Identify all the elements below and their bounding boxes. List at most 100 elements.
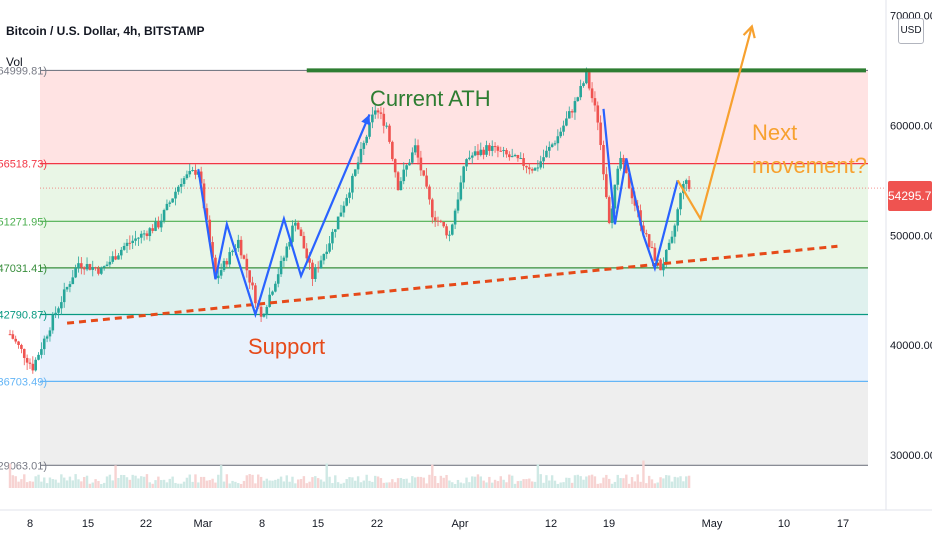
volume-bar (342, 482, 346, 488)
volume-bar (302, 476, 306, 488)
candle-body (71, 277, 75, 285)
candle-body (411, 152, 414, 163)
volume-bar (656, 482, 659, 488)
fib-zone (40, 70, 868, 164)
candle-body (316, 267, 320, 269)
projection-line (676, 26, 753, 222)
volume-bar (219, 465, 223, 488)
volume-bar (502, 479, 505, 488)
candle-body (565, 118, 568, 126)
candle-body (662, 263, 665, 271)
candle-body (625, 162, 628, 174)
candle-body (482, 149, 485, 155)
time-tick-label: Mar (194, 518, 213, 530)
volume-bar (456, 479, 460, 488)
candle-body (82, 267, 86, 270)
candle-body (37, 354, 40, 360)
volume-bar (639, 481, 642, 488)
time-tick-label: 10 (778, 518, 790, 530)
volume-bar (51, 479, 54, 488)
volume-bar (530, 481, 534, 488)
candle-body (51, 314, 55, 331)
volume-bar (451, 482, 454, 488)
candle-body (505, 150, 508, 155)
candle-body (157, 221, 160, 228)
volume-bar (265, 478, 268, 488)
volume-bar (619, 478, 622, 488)
candle-body (42, 338, 46, 350)
candle-body (405, 165, 408, 170)
currency-button[interactable]: USD (898, 18, 924, 44)
volume-bar (54, 479, 57, 488)
volume-bar (362, 480, 366, 488)
candle-body (399, 181, 403, 191)
current-price-badge: 54295.77 (888, 181, 932, 211)
candle-body (276, 274, 280, 284)
volume-bar (491, 482, 494, 488)
volume-bar (496, 481, 500, 488)
candle-body (228, 252, 232, 265)
fib-labels: (64999.81) 0.236(56518.73) 0.382(51271.95)… (0, 65, 47, 472)
candle-body (619, 157, 622, 169)
candle-body (553, 143, 557, 145)
volume-bar (339, 483, 343, 488)
candle-body (673, 225, 677, 237)
candle-body (536, 167, 540, 169)
volume-bar (331, 483, 334, 488)
volume-bar (102, 482, 106, 488)
candle-body (385, 125, 388, 127)
candle-body (322, 254, 326, 261)
volume-bar (45, 483, 49, 488)
volume-bar (242, 480, 246, 488)
candle-body (60, 302, 63, 309)
volume-bar (548, 480, 551, 488)
candle-body (242, 255, 246, 259)
volume-bar (208, 480, 211, 488)
volume-bar (225, 474, 229, 488)
volume-bar (599, 483, 602, 488)
candle-body (14, 338, 18, 342)
time-tick-label: 8 (259, 518, 265, 530)
volume-bar (667, 475, 671, 488)
candle-body (659, 259, 662, 271)
candle-body (664, 249, 668, 264)
candle-body (139, 233, 143, 238)
volume-bar (482, 480, 485, 488)
candle-body (122, 245, 126, 250)
candle-body (556, 136, 560, 144)
candle-body (165, 203, 169, 211)
volume-bar (627, 483, 631, 488)
volume-bar (237, 483, 240, 488)
volume-bar (368, 480, 371, 488)
candle-body (251, 282, 254, 286)
candle-body (25, 357, 29, 363)
candle-body (91, 267, 95, 270)
fib-zone (40, 267, 868, 315)
pattern-zigzag-line (602, 108, 679, 273)
candle-body (593, 98, 597, 106)
volume-bar (459, 482, 463, 488)
volume-bar (228, 483, 231, 488)
volume-bar (413, 477, 417, 488)
volume-bar (376, 476, 380, 488)
volume-bar (593, 476, 597, 488)
projection-path (676, 24, 756, 222)
volume-bar (442, 477, 445, 488)
volume-bar (100, 483, 103, 488)
candle-body (596, 105, 600, 123)
volume-bar (473, 476, 477, 488)
volume-bar (371, 481, 374, 488)
candle-body (274, 283, 277, 292)
volume-bar (419, 476, 423, 488)
candle-body (179, 184, 183, 187)
candle-body (545, 150, 548, 158)
volume-bar (34, 476, 37, 488)
price-tick-label: 30000.00 (890, 450, 932, 462)
candle-body (419, 157, 423, 171)
candle-body (194, 170, 197, 175)
candle-body (425, 175, 428, 187)
candle-body (613, 184, 617, 209)
candle-body (559, 131, 562, 137)
candle-body (365, 136, 368, 143)
candle-body (650, 247, 654, 249)
